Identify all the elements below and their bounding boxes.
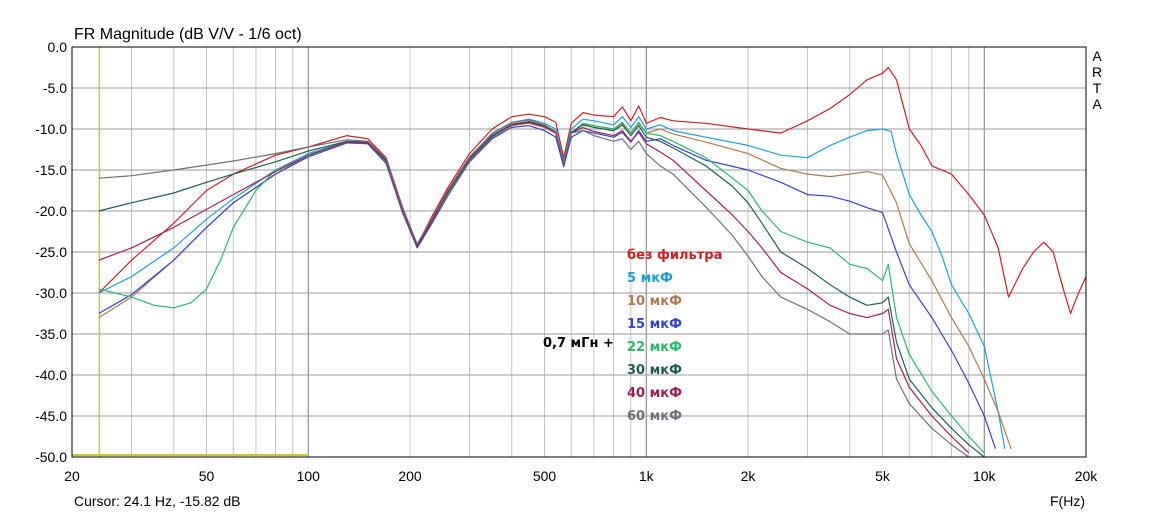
x-tick-label: 100 bbox=[297, 468, 321, 484]
y-tick-label: -10.0 bbox=[35, 121, 67, 137]
legend-entry: 30 мкФ bbox=[627, 363, 682, 378]
x-tick-label: 20 bbox=[64, 468, 80, 484]
legend: без фильтра 5 мкФ 10 мкФ 15 мкФ 22 мкФ 30 мкФ… bbox=[627, 248, 722, 424]
x-tick-label: 20k bbox=[1075, 468, 1099, 484]
grid-lines bbox=[72, 46, 1086, 458]
arta-letter: A bbox=[1092, 96, 1102, 112]
x-tick-label: 500 bbox=[533, 468, 557, 484]
series-line bbox=[98, 125, 997, 449]
y-tick-label: -30.0 bbox=[35, 285, 67, 301]
legend-entry: 5 мкФ bbox=[627, 271, 673, 286]
series-line bbox=[98, 119, 970, 458]
y-tick-label: 0.0 bbox=[48, 39, 68, 55]
y-tick-label: -25.0 bbox=[35, 244, 67, 260]
legend-entry: 10 мкФ bbox=[627, 294, 682, 309]
arta-letter: T bbox=[1093, 80, 1102, 96]
x-axis-ticks: 20 50 100 200 500 1k 2k 5k 10k 20k bbox=[64, 468, 1098, 484]
x-tick-label: 5k bbox=[875, 468, 891, 484]
y-tick-label: -15.0 bbox=[35, 162, 67, 178]
x-axis-label: F(Hz) bbox=[1050, 493, 1085, 509]
x-tick-label: 10k bbox=[973, 468, 997, 484]
inductor-annotation: 0,7 мГн + bbox=[543, 336, 614, 351]
legend-entry: без фильтра bbox=[627, 248, 722, 263]
x-tick-label: 1k bbox=[639, 468, 655, 484]
x-tick-label: 50 bbox=[199, 468, 215, 484]
series-line bbox=[98, 121, 985, 458]
x-tick-label: 200 bbox=[398, 468, 422, 484]
x-tick-label: 2k bbox=[741, 468, 757, 484]
y-tick-label: -40.0 bbox=[35, 367, 67, 383]
y-axis-ticks: 0.0 -5.0 -10.0 -15.0 -20.0 -25.0 -30.0 -35.0 -40… bbox=[35, 39, 67, 465]
series-line bbox=[98, 121, 970, 454]
y-tick-label: -35.0 bbox=[35, 326, 67, 342]
y-tick-label: -45.0 bbox=[35, 408, 67, 424]
plot-frame bbox=[71, 46, 1087, 458]
legend-entry: 40 мкФ bbox=[627, 386, 682, 401]
arta-letter: A bbox=[1092, 48, 1102, 64]
y-tick-label: -50.0 bbox=[35, 449, 67, 465]
y-tick-label: -5.0 bbox=[43, 80, 67, 96]
legend-entry: 22 мкФ bbox=[627, 340, 682, 355]
legend-entry: 15 мкФ bbox=[627, 317, 682, 332]
y-tick-label: -20.0 bbox=[35, 203, 67, 219]
cursor-lines bbox=[72, 47, 309, 457]
cursor-readout: Cursor: 24.1 Hz, -15.82 dB bbox=[74, 493, 241, 509]
arta-letter: R bbox=[1092, 64, 1102, 80]
legend-entry: 60 мкФ bbox=[627, 409, 682, 424]
series-curves bbox=[98, 66, 1087, 458]
chart-title: FR Magnitude (dB V/V - 1/6 oct) bbox=[74, 26, 302, 43]
